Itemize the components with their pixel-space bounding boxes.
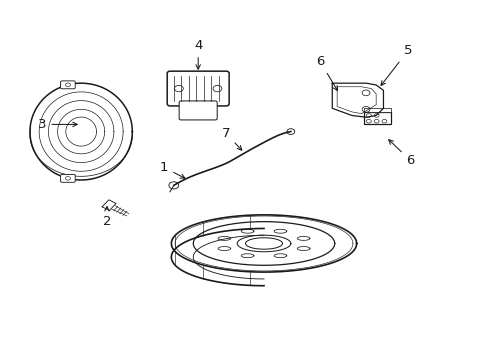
- Bar: [363, 112, 390, 125]
- Text: 5: 5: [380, 44, 411, 85]
- Text: 1: 1: [160, 161, 184, 178]
- FancyBboxPatch shape: [61, 174, 75, 182]
- Text: 6: 6: [388, 140, 414, 167]
- Polygon shape: [102, 200, 116, 211]
- Bar: [363, 108, 390, 112]
- FancyBboxPatch shape: [61, 81, 75, 89]
- Text: 3: 3: [38, 118, 77, 131]
- Text: 4: 4: [194, 39, 202, 69]
- Text: 6: 6: [315, 55, 337, 91]
- FancyBboxPatch shape: [179, 101, 217, 120]
- Text: 7: 7: [221, 127, 241, 150]
- Polygon shape: [331, 83, 383, 117]
- FancyBboxPatch shape: [167, 71, 229, 106]
- Text: 2: 2: [102, 207, 111, 228]
